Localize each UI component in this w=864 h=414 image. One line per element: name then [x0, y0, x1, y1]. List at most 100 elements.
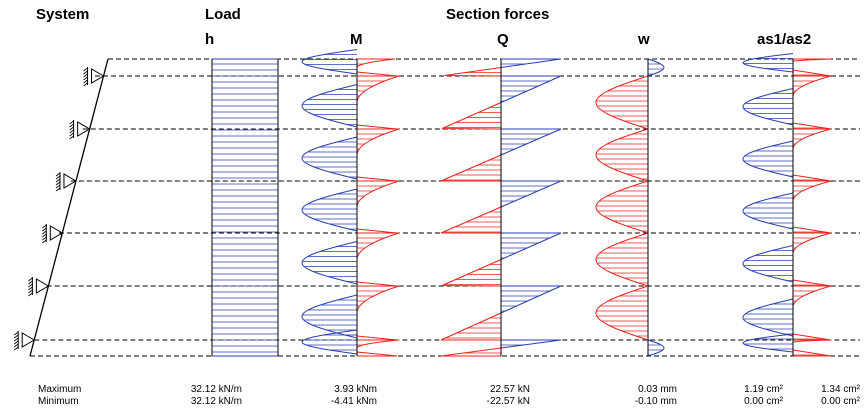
- reinforcement-curve: [742, 245, 794, 283]
- moment-curve: [301, 241, 358, 285]
- deflection-curve: [647, 58, 665, 77]
- header-as: as1/as2: [757, 31, 812, 48]
- deflection-curve: [647, 339, 665, 357]
- support-hatch: [13, 334, 19, 339]
- support-hatch: [83, 70, 88, 75]
- moment-curve: [301, 84, 358, 128]
- support-triangle: [35, 278, 50, 294]
- moment-diagram-M: [301, 49, 400, 357]
- moment-curve: [356, 71, 398, 77]
- beam-line: [29, 58, 109, 357]
- support-triangle: [63, 173, 77, 189]
- support-hatch: [83, 67, 88, 72]
- support-hatch: [13, 337, 19, 342]
- support-hatch: [42, 233, 47, 238]
- support-hatch: [28, 286, 33, 291]
- support-triangle: [91, 68, 105, 84]
- support-hatch: [55, 175, 61, 180]
- as2-min-value: 0.00 cm²: [821, 396, 860, 407]
- moment-curve: [356, 339, 400, 349]
- moment-curve: [356, 281, 398, 287]
- support-hatch: [42, 236, 47, 241]
- reinforcement-diagram-as: [742, 53, 832, 357]
- header-Q: Q: [497, 31, 509, 48]
- support-hatch: [55, 184, 61, 189]
- h-max-value: 32.12 kN/m: [190, 384, 242, 395]
- support-hatch: [28, 277, 33, 282]
- label-minimum: Minimum: [38, 396, 79, 407]
- Q-max-value: 22.57 kN: [489, 384, 530, 395]
- support-hatch: [69, 123, 74, 128]
- shear-curve: [440, 347, 502, 357]
- deflection-curve: [595, 75, 649, 130]
- header-h: h: [205, 31, 215, 48]
- moment-curve: [301, 49, 358, 75]
- deflection-curve: [595, 232, 649, 287]
- shear-curve: [500, 180, 562, 208]
- support-hatch: [42, 230, 47, 235]
- deflection-curve: [595, 180, 649, 234]
- reinforcement-curve: [792, 128, 832, 150]
- shear-curve: [500, 75, 562, 103]
- reinforcement-curve: [742, 140, 794, 178]
- support-hatch: [69, 126, 74, 131]
- support-1: [83, 67, 105, 87]
- support-hatch: [55, 187, 61, 192]
- reinforcement-curve: [792, 349, 832, 357]
- support-hatch: [83, 73, 88, 78]
- support-hatch: [69, 120, 74, 125]
- deflection-diagram-w: [595, 58, 665, 357]
- moment-curve: [301, 329, 358, 355]
- support-3: [55, 172, 77, 192]
- moment-curve: [356, 180, 400, 208]
- as1-min-value: 0.00 cm²: [744, 396, 783, 407]
- moment-curve: [301, 294, 358, 339]
- header-system: System: [36, 6, 90, 23]
- M-max-value: 3.93 kNm: [334, 384, 377, 395]
- support-hatch: [28, 292, 33, 297]
- support-hatch: [55, 181, 61, 186]
- Q-min-value: -22.57 kN: [486, 396, 530, 407]
- support-2: [69, 120, 91, 140]
- support-hatch: [28, 280, 33, 285]
- moment-curve: [356, 335, 398, 341]
- support-hatch: [55, 172, 61, 177]
- support-hatch: [42, 227, 47, 232]
- support-hatch: [69, 129, 74, 134]
- support-hatch: [42, 239, 47, 244]
- as1-max-value: 1.19 cm²: [744, 384, 783, 395]
- deflection-curve: [595, 128, 649, 182]
- moment-curve: [356, 285, 400, 314]
- moment-curve: [301, 136, 358, 180]
- support-level-lines: [30, 58, 860, 357]
- shear-curve: [500, 339, 562, 349]
- support-hatch: [42, 224, 47, 229]
- shear-curve: [500, 285, 562, 314]
- support-hatch: [83, 79, 88, 84]
- shear-curve: [440, 312, 502, 341]
- support-hatch: [13, 343, 19, 348]
- moment-curve: [356, 124, 398, 130]
- support-5: [28, 277, 50, 297]
- moment-curve: [301, 188, 358, 232]
- reinforcement-curve: [792, 180, 832, 202]
- support-triangle: [21, 332, 36, 348]
- support-hatch: [13, 331, 19, 336]
- support-triangle: [77, 121, 91, 137]
- shear-curve: [444, 67, 502, 77]
- shear-curve: [500, 232, 562, 260]
- reinforcement-curve: [792, 285, 832, 308]
- header-load: Load: [205, 6, 241, 23]
- shear-curve: [500, 58, 562, 68]
- support-hatch: [83, 76, 88, 81]
- deflection-curve: [595, 285, 649, 341]
- moment-curve: [356, 228, 398, 234]
- shear-curve: [441, 259, 502, 287]
- moment-curve: [356, 128, 400, 156]
- support-hatch: [83, 82, 88, 87]
- support-hatch: [28, 283, 33, 288]
- support-hatch: [69, 132, 74, 137]
- moment-curve: [356, 58, 395, 68]
- shear-curve: [441, 102, 502, 130]
- support-hatch: [55, 178, 61, 183]
